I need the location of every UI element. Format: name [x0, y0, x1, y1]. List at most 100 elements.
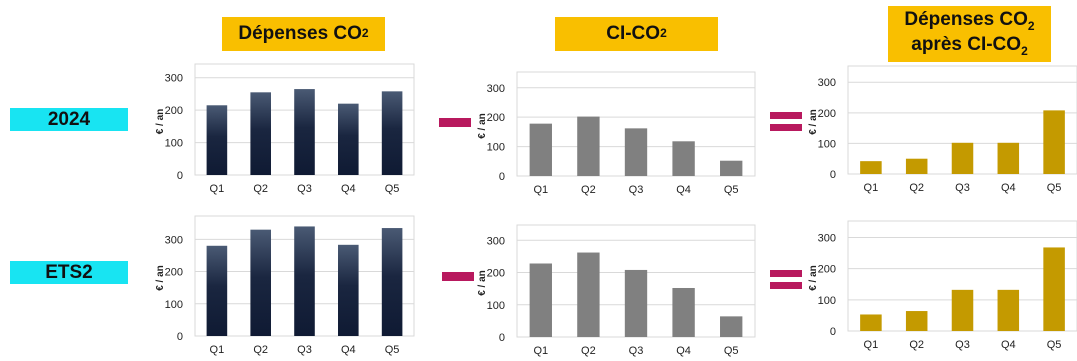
row-label-2024: 2024	[10, 108, 128, 131]
y-tick-label: 300	[818, 232, 836, 244]
bar-q5	[720, 316, 743, 337]
y-tick-label: 0	[177, 331, 183, 343]
y-axis-label: € / an	[155, 265, 166, 291]
bar-q1	[206, 245, 228, 336]
y-tick-label: 100	[818, 138, 836, 150]
x-tick-label: Q3	[955, 182, 970, 194]
y-tick-label: 100	[818, 295, 836, 307]
y-tick-label: 200	[818, 264, 836, 276]
bar-q5	[1043, 110, 1065, 174]
header-depenses-apres-ci: Dépenses CO2 après CI-CO2	[888, 6, 1051, 62]
header-apres-line2-text: après CI-CO	[911, 34, 1022, 55]
y-axis-label: € / an	[808, 109, 819, 135]
x-tick-label: Q5	[724, 345, 739, 357]
x-tick-label: Q3	[629, 184, 644, 196]
bar-q5	[1043, 247, 1065, 331]
bar-q4	[672, 287, 695, 337]
bar-q4	[338, 103, 359, 175]
x-tick-label: Q1	[210, 183, 225, 195]
bar-q3	[294, 226, 315, 336]
y-tick-label: 100	[165, 299, 183, 311]
chart-2024-ci-co2: 0 100 200 300 € / an Q1 Q2 Q3 Q4 Q5	[477, 71, 756, 196]
bar-q5	[381, 228, 403, 336]
chart-2024-depenses: 0 100 200 300 € / an Q1 Q2 Q3 Q4 Q5	[155, 63, 415, 195]
header-depenses-co2-sub: 2	[361, 26, 369, 41]
row-label-ets2: ETS2	[10, 261, 128, 284]
x-tick-label: Q4	[341, 183, 356, 195]
y-axis-label: € / an	[477, 270, 488, 296]
y-axis-label: € / an	[808, 265, 819, 291]
x-tick-label: Q4	[1001, 182, 1016, 194]
y-tick-label: 200	[165, 267, 183, 279]
x-tick-label: Q4	[676, 184, 691, 196]
x-tick-label: Q2	[253, 183, 268, 195]
x-tick-label: Q5	[1047, 182, 1062, 194]
bar-q1	[860, 161, 882, 174]
header-apres-line1: Dépenses CO2	[904, 9, 1034, 34]
header-apres-line1-text: Dépenses CO	[904, 9, 1028, 31]
y-tick-label: 300	[165, 73, 183, 85]
y-tick-label: 200	[487, 112, 505, 124]
x-tick-label: Q1	[533, 184, 548, 196]
y-tick-label: 300	[487, 83, 505, 95]
x-tick-label: Q4	[1001, 339, 1016, 351]
x-tick-label: Q1	[210, 344, 225, 356]
chart-2024-apres: 0 100 200 300 € / an Q1 Q2 Q3 Q4 Q5	[808, 65, 1077, 194]
bar-q5	[381, 91, 403, 175]
header-apres-line2-sub: 2	[1021, 43, 1028, 58]
y-tick-label: 200	[165, 105, 183, 117]
y-tick-label: 300	[818, 77, 836, 89]
chart-ets2-apres: 0 100 200 300 € / an Q1 Q2 Q3 Q4 Q5	[808, 220, 1077, 351]
x-tick-label: Q5	[385, 344, 400, 356]
header-apres-line2: après CI-CO2	[911, 34, 1028, 59]
bar-q3	[294, 89, 315, 175]
x-tick-label: Q4	[341, 344, 356, 356]
y-tick-label: 100	[487, 300, 505, 312]
y-tick-label: 200	[818, 108, 836, 120]
x-tick-label: Q2	[909, 182, 924, 194]
x-tick-label: Q1	[533, 345, 548, 357]
y-tick-label: 300	[487, 235, 505, 247]
x-tick-label: Q4	[676, 345, 691, 357]
header-ci-co2: CI-CO 2	[555, 17, 718, 51]
x-tick-label: Q1	[864, 339, 879, 351]
x-tick-label: Q5	[724, 184, 739, 196]
bar-q3	[624, 128, 648, 176]
header-apres-line1-sub: 2	[1027, 19, 1035, 34]
bar-q1	[860, 314, 882, 331]
bar-q2	[905, 311, 928, 331]
y-tick-label: 0	[830, 169, 836, 181]
x-tick-label: Q2	[909, 339, 924, 351]
minus-operator-row1	[439, 118, 471, 127]
bar-q3	[624, 269, 648, 337]
bar-q1	[529, 123, 552, 176]
bar-q1	[529, 263, 552, 337]
header-depenses-co2-text: Dépenses CO	[238, 23, 362, 45]
x-tick-label: Q5	[1047, 339, 1062, 351]
equals-operator-row2	[770, 270, 802, 289]
header-ci-co2-text: CI-CO	[606, 23, 661, 45]
y-tick-label: 100	[487, 142, 505, 154]
bar-q2	[577, 252, 600, 337]
y-tick-label: 0	[499, 171, 505, 183]
bar-q1	[206, 105, 228, 175]
y-tick-label: 200	[487, 268, 505, 280]
bar-q4	[338, 244, 359, 336]
x-tick-label: Q2	[253, 344, 268, 356]
bar-q2	[905, 158, 928, 174]
y-tick-label: 0	[177, 170, 183, 182]
bar-q2	[250, 92, 271, 175]
x-tick-label: Q3	[629, 345, 644, 357]
header-depenses-co2: Dépenses CO 2	[222, 17, 385, 51]
minus-operator-row2	[442, 272, 474, 281]
header-ci-co2-sub: 2	[660, 26, 667, 41]
y-axis-label: € / an	[155, 109, 166, 135]
bar-q4	[997, 142, 1020, 174]
bar-q3	[951, 289, 974, 331]
chart-ets2-ci-co2: 0 100 200 300 € / an Q1 Q2 Q3 Q4 Q5	[477, 224, 756, 357]
x-tick-label: Q3	[297, 183, 312, 195]
bar-q5	[720, 160, 743, 176]
x-tick-label: Q2	[581, 345, 596, 357]
bar-q4	[997, 289, 1020, 331]
equals-operator-row1	[770, 112, 802, 131]
